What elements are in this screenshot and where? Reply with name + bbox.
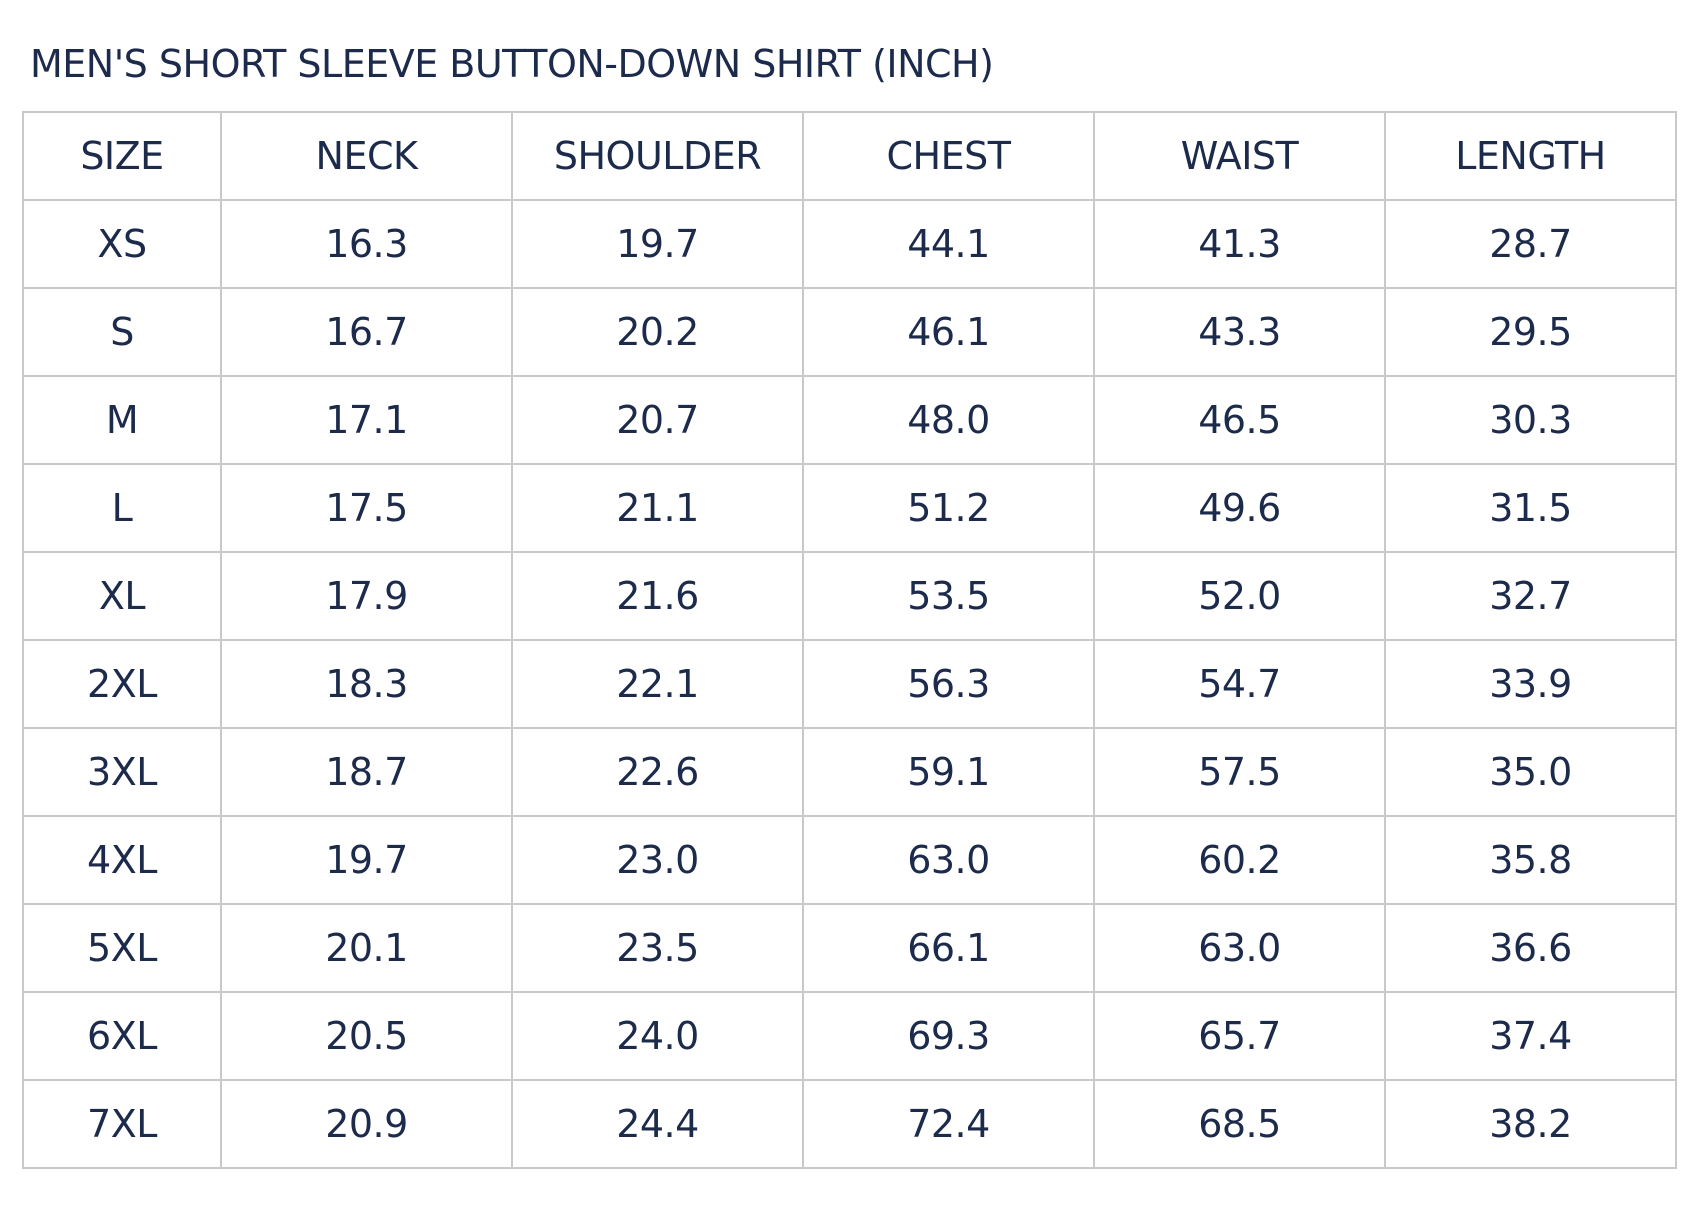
column-header-waist: WAIST (1093, 111, 1386, 201)
cell-chest: 59.1 (802, 727, 1095, 817)
cell-size: 5XL (22, 903, 222, 993)
cell-shoulder: 22.6 (511, 727, 804, 817)
cell-chest: 56.3 (802, 639, 1095, 729)
cell-shoulder: 20.7 (511, 375, 804, 465)
cell-size: XL (22, 551, 222, 641)
cell-neck: 16.7 (220, 287, 513, 377)
cell-neck: 17.9 (220, 551, 513, 641)
cell-neck: 20.9 (220, 1079, 513, 1169)
cell-neck: 20.5 (220, 991, 513, 1081)
cell-waist: 68.5 (1093, 1079, 1386, 1169)
cell-length: 35.8 (1384, 815, 1677, 905)
cell-length: 30.3 (1384, 375, 1677, 465)
cell-shoulder: 21.1 (511, 463, 804, 553)
cell-neck: 17.5 (220, 463, 513, 553)
cell-neck: 16.3 (220, 199, 513, 289)
size-chart-table: SIZE NECK SHOULDER CHEST WAIST LENGTH XS 16.3 1… (22, 111, 1677, 1169)
cell-length: 36.6 (1384, 903, 1677, 993)
cell-length: 35.0 (1384, 727, 1677, 817)
cell-chest: 63.0 (802, 815, 1095, 905)
cell-shoulder: 20.2 (511, 287, 804, 377)
cell-neck: 18.7 (220, 727, 513, 817)
cell-waist: 60.2 (1093, 815, 1386, 905)
cell-size: M (22, 375, 222, 465)
cell-chest: 69.3 (802, 991, 1095, 1081)
table-row: XS 16.3 19.7 44.1 41.3 28.7 (22, 199, 1677, 289)
column-header-shoulder: SHOULDER (511, 111, 804, 201)
cell-waist: 54.7 (1093, 639, 1386, 729)
cell-chest: 51.2 (802, 463, 1095, 553)
cell-chest: 53.5 (802, 551, 1095, 641)
cell-shoulder: 21.6 (511, 551, 804, 641)
cell-shoulder: 24.4 (511, 1079, 804, 1169)
cell-waist: 41.3 (1093, 199, 1386, 289)
cell-length: 32.7 (1384, 551, 1677, 641)
cell-size: XS (22, 199, 222, 289)
cell-neck: 17.1 (220, 375, 513, 465)
table-row: 5XL 20.1 23.5 66.1 63.0 36.6 (22, 903, 1677, 993)
cell-size: 6XL (22, 991, 222, 1081)
column-header-length: LENGTH (1384, 111, 1677, 201)
cell-chest: 46.1 (802, 287, 1095, 377)
column-header-neck: NECK (220, 111, 513, 201)
table-row: S 16.7 20.2 46.1 43.3 29.5 (22, 287, 1677, 377)
cell-shoulder: 23.0 (511, 815, 804, 905)
cell-shoulder: 23.5 (511, 903, 804, 993)
table-row: 6XL 20.5 24.0 69.3 65.7 37.4 (22, 991, 1677, 1081)
table-row: 4XL 19.7 23.0 63.0 60.2 35.8 (22, 815, 1677, 905)
cell-waist: 65.7 (1093, 991, 1386, 1081)
cell-length: 38.2 (1384, 1079, 1677, 1169)
cell-length: 37.4 (1384, 991, 1677, 1081)
cell-chest: 66.1 (802, 903, 1095, 993)
table-row: 7XL 20.9 24.4 72.4 68.5 38.2 (22, 1079, 1677, 1169)
cell-size: 4XL (22, 815, 222, 905)
cell-neck: 18.3 (220, 639, 513, 729)
cell-neck: 19.7 (220, 815, 513, 905)
cell-waist: 49.6 (1093, 463, 1386, 553)
table-row: L 17.5 21.1 51.2 49.6 31.5 (22, 463, 1677, 553)
header-row: SIZE NECK SHOULDER CHEST WAIST LENGTH (22, 111, 1677, 201)
table-row: M 17.1 20.7 48.0 46.5 30.3 (22, 375, 1677, 465)
cell-length: 33.9 (1384, 639, 1677, 729)
cell-size: 3XL (22, 727, 222, 817)
cell-waist: 52.0 (1093, 551, 1386, 641)
cell-chest: 48.0 (802, 375, 1095, 465)
cell-chest: 72.4 (802, 1079, 1095, 1169)
cell-waist: 43.3 (1093, 287, 1386, 377)
cell-size: L (22, 463, 222, 553)
cell-waist: 46.5 (1093, 375, 1386, 465)
cell-size: S (22, 287, 222, 377)
column-header-size: SIZE (22, 111, 222, 201)
cell-length: 29.5 (1384, 287, 1677, 377)
cell-length: 28.7 (1384, 199, 1677, 289)
cell-shoulder: 19.7 (511, 199, 804, 289)
cell-waist: 63.0 (1093, 903, 1386, 993)
column-header-chest: CHEST (802, 111, 1095, 201)
cell-size: 7XL (22, 1079, 222, 1169)
table-row: 2XL 18.3 22.1 56.3 54.7 33.9 (22, 639, 1677, 729)
cell-size: 2XL (22, 639, 222, 729)
table-row: XL 17.9 21.6 53.5 52.0 32.7 (22, 551, 1677, 641)
cell-shoulder: 22.1 (511, 639, 804, 729)
cell-neck: 20.1 (220, 903, 513, 993)
cell-waist: 57.5 (1093, 727, 1386, 817)
cell-chest: 44.1 (802, 199, 1095, 289)
table-row: 3XL 18.7 22.6 59.1 57.5 35.0 (22, 727, 1677, 817)
cell-length: 31.5 (1384, 463, 1677, 553)
page-title: MEN'S SHORT SLEEVE BUTTON-DOWN SHIRT (IN… (30, 42, 994, 86)
cell-shoulder: 24.0 (511, 991, 804, 1081)
